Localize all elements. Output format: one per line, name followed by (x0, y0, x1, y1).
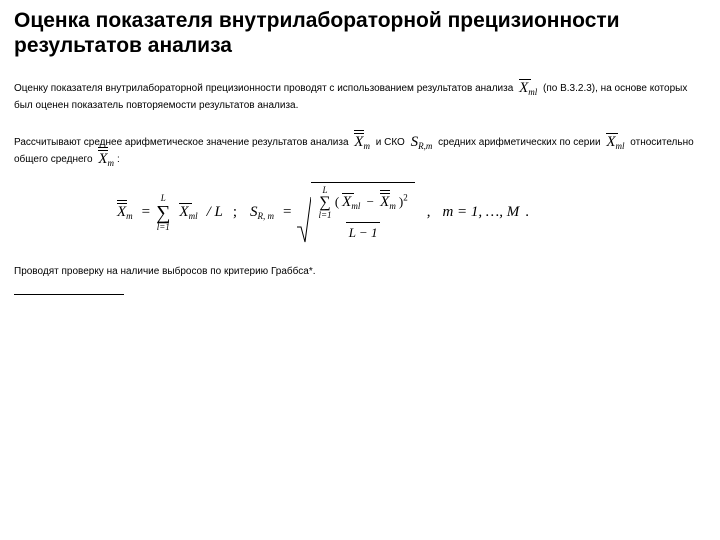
eq-equals-1: = (142, 204, 150, 221)
eq-s: S (250, 204, 258, 220)
eq-fraction: L ∑ l=1 (Xml − Xm)2 L − 1 (315, 186, 410, 241)
symbol-x-ml-sub-2: ml (615, 141, 624, 151)
eq-lhs-x: X (117, 204, 126, 220)
eq-s-rm: SR, m (250, 205, 274, 221)
eq-sqrt: L ∑ l=1 (Xml − Xm)2 L − 1 (297, 182, 414, 243)
eq-open-paren: ( (335, 194, 339, 209)
equation-block: Xm = L ∑ l=1 Xml / L ; SR, m = (114, 182, 706, 243)
eq-radicand: L ∑ l=1 (Xml − Xm)2 L − 1 (311, 182, 414, 243)
p2-text-2: и СКО (376, 137, 408, 148)
symbol-x-ml-bar: Xml (519, 81, 537, 97)
eq-sum-1: L ∑ l=1 (156, 194, 170, 232)
eq-sum1-lower: l=1 (157, 223, 170, 232)
eq-tail: m = 1, …, M (442, 204, 519, 221)
sigma-icon: ∑ (156, 203, 170, 223)
eq-semicolon: ; (233, 204, 237, 221)
p1-text-1: Оценку показателя внутрилабораторной пре… (14, 83, 516, 94)
eq-comma-2: , (427, 204, 431, 221)
sigma-icon-2: ∑ (319, 195, 330, 211)
eq-tail-text: m = 1, …, M (442, 204, 519, 220)
eq-num-x1-sub: ml (351, 201, 360, 211)
p2-text-1: Рассчитывают среднее арифметическое знач… (14, 137, 351, 148)
eq-div-l: / L (207, 204, 223, 221)
eq-num-x2-x: X (380, 194, 389, 210)
symbol-x-m-dbar-2: Xm (98, 152, 114, 168)
page: Оценка показателя внутрилабораторной пре… (0, 0, 720, 540)
eq-tail-dot: . (525, 204, 529, 221)
eq-lhs-sub: m (126, 211, 133, 221)
symbol-x-m-dbar: Xm (354, 135, 370, 151)
symbol-x-m-sub-2: m (108, 158, 115, 168)
footnote-rule (14, 294, 124, 295)
eq-equals-2: = (283, 204, 291, 221)
symbol-s: S (411, 134, 419, 150)
paragraph-1: Оценку показателя внутрилабораторной пре… (14, 80, 706, 114)
paragraph-3: Проводят проверку на наличие выбросов по… (14, 263, 706, 280)
paragraph-2: Рассчитывают среднее арифметическое знач… (14, 134, 706, 168)
eq-denominator: L − 1 (346, 222, 381, 241)
symbol-x-m-sub: m (363, 141, 370, 151)
eq-squared: 2 (403, 193, 408, 203)
symbol-x: X (519, 80, 528, 96)
eq-xml-x: X (179, 204, 188, 220)
eq-minus: − (363, 194, 377, 209)
symbol-s-sub: R,m (418, 141, 432, 151)
symbol-s-rm: SR,m (411, 135, 433, 151)
symbol-x4: X (98, 151, 107, 167)
eq-num-x2: Xm (380, 195, 396, 211)
eq-xml-bar: Xml (179, 205, 197, 221)
eq-xml-sub: ml (189, 211, 198, 221)
eq-num-x1-x: X (342, 194, 351, 210)
eq-num-x2-sub: m (389, 201, 396, 211)
p2-text-5: : (117, 154, 120, 165)
eq-s-sub: R, m (258, 211, 275, 221)
symbol-x-ml-sub: ml (528, 87, 537, 97)
p2-text-3: средних арифметических по серии (438, 137, 603, 148)
eq-sum2-lower: l=1 (318, 211, 331, 220)
symbol-x-ml-bar-2: Xml (606, 135, 624, 151)
radical-icon (297, 182, 311, 243)
eq-num-x1: Xml (342, 195, 360, 211)
eq-lhs-xm: Xm (117, 205, 133, 221)
eq-sum-2: L ∑ l=1 (318, 186, 331, 220)
page-title: Оценка показателя внутрилабораторной пре… (14, 8, 706, 58)
eq-numerator: L ∑ l=1 (Xml − Xm)2 (315, 186, 410, 222)
